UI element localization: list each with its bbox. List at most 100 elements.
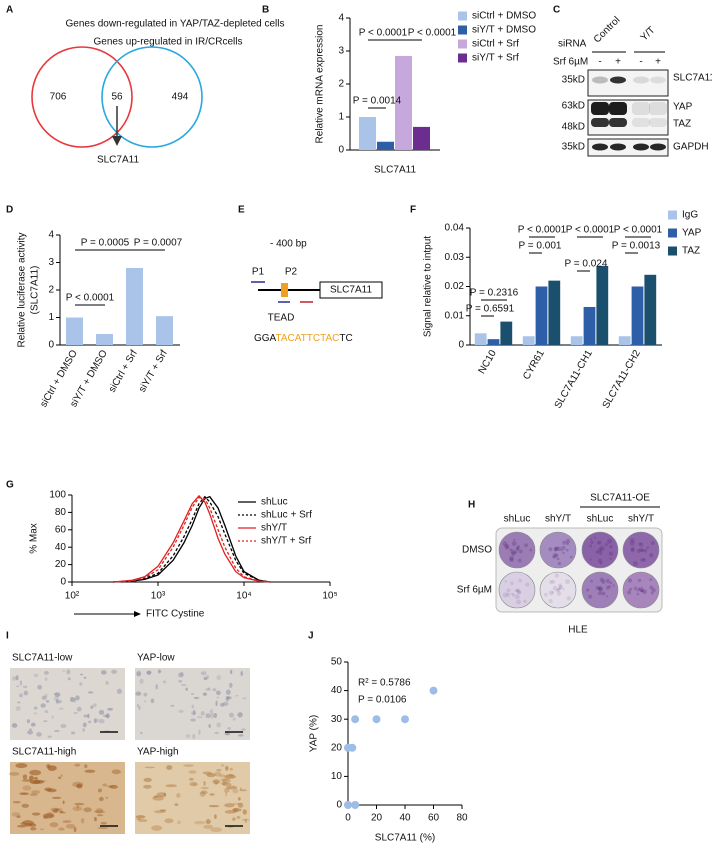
tissue-speck — [197, 715, 203, 719]
tissue-speck — [190, 693, 195, 695]
stain-speck — [543, 592, 548, 597]
y-axis-label: % Max — [29, 523, 40, 554]
tissue-speck — [15, 675, 19, 681]
band — [591, 102, 609, 115]
plate — [495, 527, 663, 613]
p-value: P < 0.0001 — [359, 28, 408, 39]
stain-speck — [557, 587, 561, 591]
stain-speck — [630, 547, 635, 551]
tissue-speck — [209, 793, 215, 796]
point — [344, 801, 352, 809]
group-label: SLC7A11-OE — [590, 493, 650, 504]
point — [348, 743, 357, 752]
tissue-speck — [199, 791, 206, 797]
panel-label: J — [308, 631, 314, 642]
y-tick-label: 0.03 — [445, 252, 465, 263]
stain-speck — [513, 538, 516, 541]
tissue-speck — [155, 684, 158, 690]
band — [632, 102, 650, 115]
x-tick-label: 10² — [65, 591, 80, 602]
tissue-speck — [241, 728, 246, 731]
tissue-speck — [229, 682, 233, 688]
y-tick-label: 4 — [48, 230, 54, 241]
tissue-speck — [84, 769, 96, 773]
stain-speck — [649, 553, 654, 558]
bar — [618, 336, 631, 345]
tissue-speck — [73, 827, 77, 833]
panel-label: E — [238, 205, 245, 216]
stain-speck — [599, 545, 605, 551]
tissue-speck — [100, 670, 107, 675]
bar — [631, 286, 644, 345]
tissue-speck — [206, 772, 216, 778]
tissue-speck — [105, 680, 109, 685]
tissue-speck — [202, 692, 207, 696]
sequence: GGATACATTCTACTC — [254, 333, 353, 344]
stain-speck — [608, 585, 612, 588]
bar — [548, 280, 561, 345]
bar — [66, 317, 83, 345]
stain-speck — [609, 545, 613, 549]
tissue-speck — [144, 766, 156, 769]
marker-label: 35kD — [562, 75, 585, 86]
venn-circle — [101, 46, 203, 148]
stain-speck — [629, 537, 635, 543]
tissue-speck — [21, 779, 32, 782]
y-tick-label: 3 — [338, 46, 344, 57]
tissue-speck — [19, 792, 30, 796]
tissue-speck — [67, 677, 71, 681]
y-tick-label: 50 — [331, 657, 343, 668]
legend-label: siY/T + Srf — [472, 53, 519, 64]
bar — [359, 117, 376, 150]
bar — [474, 333, 487, 345]
band — [592, 76, 608, 84]
legend-label: shLuc + Srf — [261, 510, 312, 521]
stain-speck — [627, 578, 633, 583]
tissue-speck — [240, 671, 243, 677]
stain-speck — [562, 588, 565, 591]
tissue-speck — [238, 734, 244, 737]
stain-speck — [650, 541, 655, 546]
tissue-speck — [53, 696, 59, 701]
stain-speck — [506, 588, 511, 593]
motif-label: TEAD — [268, 313, 295, 324]
tissue-speck — [94, 817, 97, 822]
stain-speck — [640, 558, 644, 562]
tissue-speck — [40, 703, 46, 708]
protein-label: SLC7A11 — [673, 73, 712, 84]
point — [401, 715, 409, 724]
tissue-speck — [44, 710, 49, 713]
stain-speck — [556, 588, 560, 592]
lane-sign: - — [639, 57, 642, 68]
band — [632, 118, 650, 127]
stain-speck — [552, 555, 556, 559]
stain-speck — [636, 592, 640, 596]
stain-speck — [637, 587, 641, 591]
panel-label: H — [468, 500, 475, 511]
y-tick-label: 0 — [60, 577, 66, 588]
tissue-speck — [203, 676, 208, 681]
y-tick-label: 0.01 — [445, 310, 465, 321]
stain-speck — [517, 590, 522, 595]
p-value: P = 0.0013 — [612, 241, 661, 252]
tissue-speck — [214, 731, 220, 735]
tissue-speck — [151, 825, 163, 831]
x-tick-label: 20 — [371, 813, 383, 824]
stain-speck — [605, 579, 610, 584]
y-tick-label: 60 — [55, 524, 67, 535]
x-tick-label: SLC7A11-CH2 — [601, 348, 643, 411]
p-value: P < 0.0001 — [518, 225, 567, 236]
tissue-speck — [36, 732, 42, 737]
x-tick-label: 0 — [345, 813, 351, 824]
tissue-speck — [51, 796, 62, 799]
stain-speck — [511, 593, 516, 597]
y-axis-label: Relative mRNA expression — [315, 25, 326, 144]
tissue-speck — [76, 783, 83, 789]
tissue-speck — [43, 671, 49, 675]
tissue-speck — [58, 827, 65, 831]
tissue-speck — [76, 805, 79, 809]
y-tick-label: 0.02 — [445, 281, 465, 292]
tissue-speck — [203, 780, 206, 786]
tissue-speck — [109, 784, 118, 789]
